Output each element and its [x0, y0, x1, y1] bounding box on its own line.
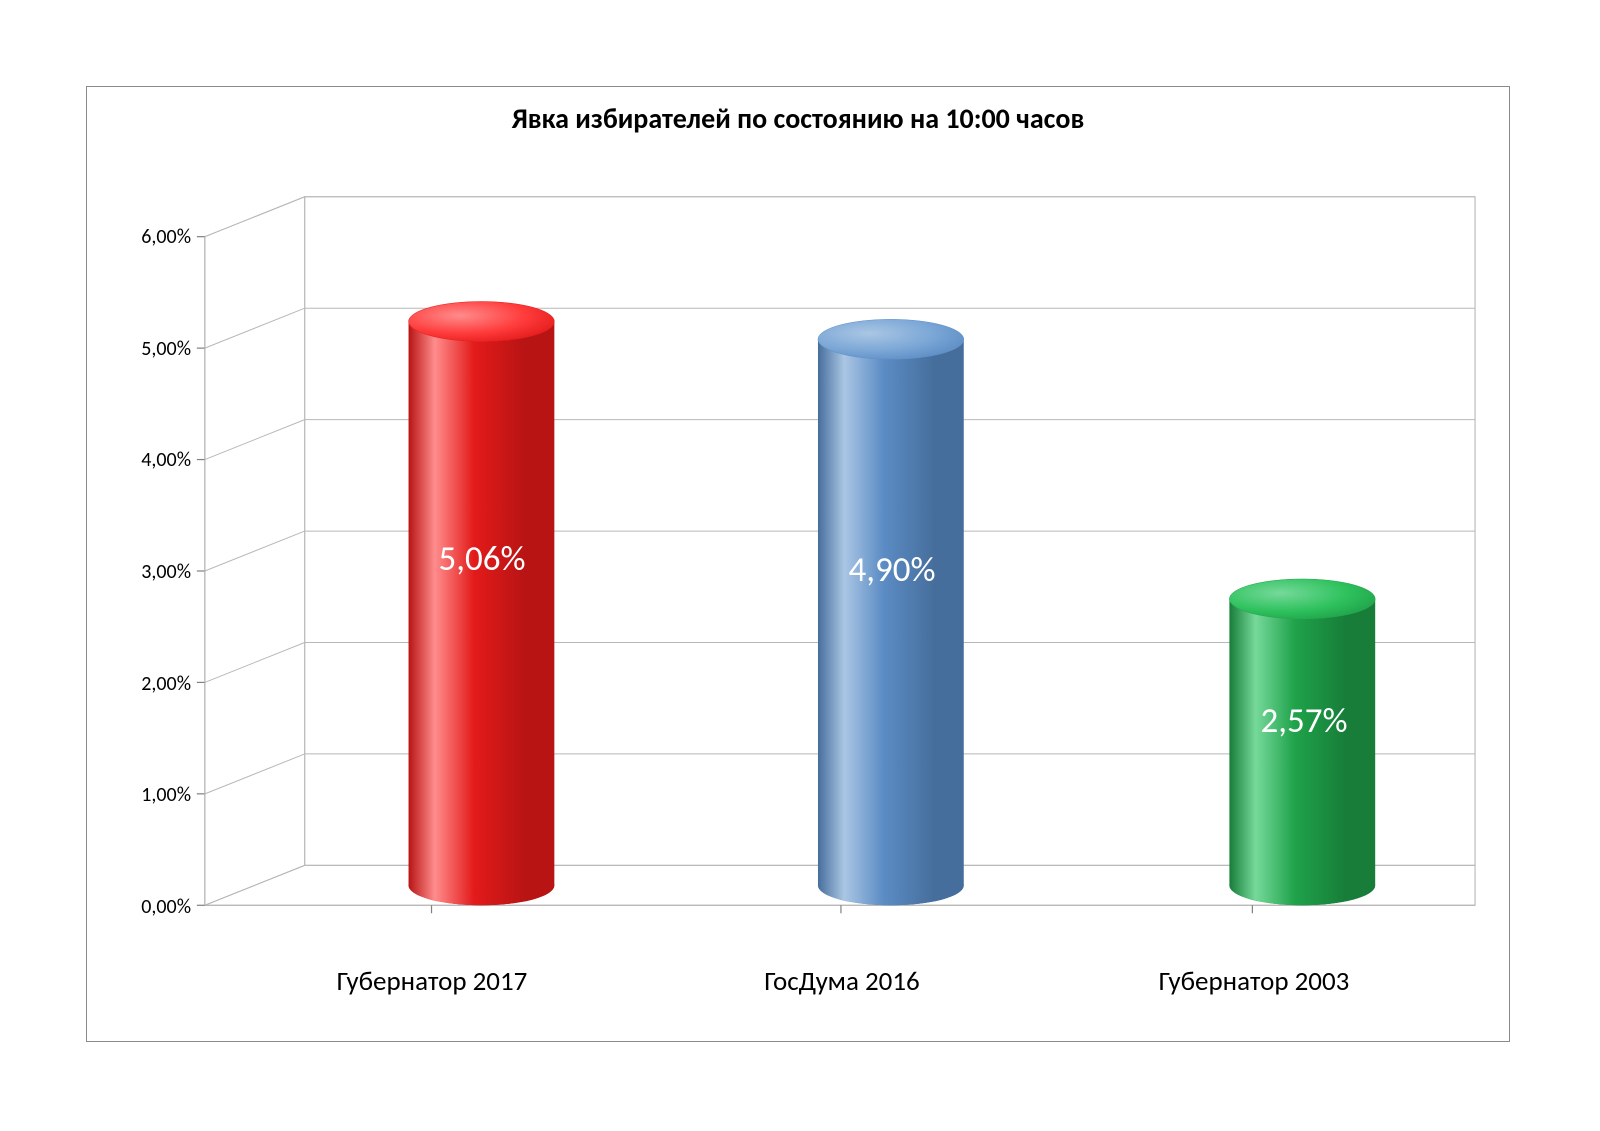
x-tick-label: Губернатор 2017: [337, 965, 528, 998]
y-tick-label: 1,00%: [141, 783, 191, 807]
x-tick-label: ГосДума 2016: [764, 965, 919, 998]
bar-data-label: 5,06%: [439, 538, 526, 580]
bar-data-label: 2,57%: [1261, 700, 1348, 742]
x-tick-label: Губернатор 2003: [1159, 965, 1350, 998]
y-tick-label: 5,00%: [141, 337, 191, 361]
bar-data-label: 4,90%: [849, 549, 936, 591]
y-tick-label: 4,00%: [141, 448, 191, 472]
y-tick-label: 2,00%: [141, 672, 191, 696]
y-tick-label: 0,00%: [141, 895, 191, 919]
chart-frame: Явка избирателей по состоянию на 10:00 ч…: [86, 86, 1510, 1042]
y-tick-label: 3,00%: [141, 560, 191, 584]
y-tick-label: 6,00%: [141, 225, 191, 249]
chart-plot: [87, 87, 1509, 1041]
